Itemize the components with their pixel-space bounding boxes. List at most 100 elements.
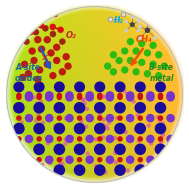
Point	[158, 119, 161, 122]
Point	[140, 61, 143, 64]
Point	[68, 96, 71, 99]
Point	[106, 127, 109, 130]
Point	[159, 127, 162, 130]
Point	[38, 94, 41, 97]
Point	[55, 59, 58, 62]
Point	[102, 95, 105, 98]
Point	[156, 116, 160, 119]
Point	[126, 169, 129, 172]
Point	[78, 85, 81, 88]
Point	[61, 70, 64, 73]
Point	[101, 123, 105, 126]
Point	[59, 28, 62, 31]
Point	[27, 94, 30, 97]
Point	[138, 25, 141, 28]
Text: CH₄: CH₄	[136, 35, 153, 44]
Point	[101, 136, 105, 139]
Point	[53, 12, 57, 15]
Point	[88, 158, 91, 161]
Point	[58, 85, 61, 88]
Point	[104, 171, 107, 174]
Point	[108, 137, 112, 140]
Point	[135, 70, 138, 73]
Point	[159, 117, 162, 120]
Point	[126, 92, 129, 95]
Point	[78, 94, 81, 97]
Point	[88, 94, 91, 97]
Point	[123, 89, 126, 92]
Point	[78, 137, 81, 140]
Point	[108, 96, 112, 99]
Point	[137, 20, 140, 23]
Point	[119, 96, 122, 99]
Point	[25, 40, 28, 43]
Point	[132, 100, 135, 103]
Point	[108, 137, 112, 140]
Point	[68, 137, 71, 140]
Point	[27, 72, 30, 75]
Point	[36, 78, 39, 81]
Point	[136, 114, 139, 117]
Point	[139, 94, 142, 97]
Point	[58, 148, 61, 151]
Point	[41, 163, 44, 166]
Point	[61, 163, 64, 166]
Point	[94, 165, 98, 168]
Point	[119, 94, 122, 97]
Point	[129, 94, 132, 97]
Point	[21, 76, 24, 79]
Point	[38, 68, 41, 71]
Point	[41, 121, 44, 124]
Point	[169, 137, 172, 140]
Point	[36, 38, 39, 41]
Point	[78, 169, 81, 172]
Point	[131, 15, 134, 19]
Point	[163, 164, 166, 167]
Point	[146, 19, 149, 22]
Point	[37, 113, 40, 116]
Point	[112, 70, 115, 73]
Point	[55, 46, 58, 49]
Point	[139, 137, 142, 140]
Point	[152, 63, 155, 66]
Point	[58, 169, 61, 172]
Text: H₂: H₂	[113, 16, 123, 25]
Point	[98, 113, 101, 116]
Point	[129, 96, 132, 99]
Point	[129, 158, 132, 161]
Point	[40, 100, 43, 103]
Point	[20, 103, 23, 106]
Point	[141, 164, 144, 167]
Point	[61, 40, 64, 43]
Point	[159, 106, 162, 109]
Point	[58, 127, 61, 130]
Point	[88, 117, 91, 120]
Point	[139, 158, 142, 161]
Point	[64, 142, 67, 145]
Point	[140, 172, 143, 175]
Point	[48, 96, 51, 99]
Point	[160, 140, 163, 143]
Text: O₂: O₂	[66, 31, 77, 40]
Point	[98, 106, 101, 109]
Point	[20, 147, 23, 150]
Point	[85, 108, 88, 111]
Point	[37, 148, 40, 151]
Point	[139, 169, 142, 172]
Point	[17, 127, 20, 130]
Point	[20, 121, 23, 124]
Point	[29, 31, 32, 34]
Point	[149, 137, 152, 140]
Point	[139, 106, 142, 109]
Point	[58, 137, 61, 140]
Point	[34, 31, 37, 34]
Point	[86, 152, 89, 155]
Point	[161, 133, 164, 136]
Point	[58, 106, 61, 109]
Point	[51, 33, 54, 36]
Point	[157, 74, 160, 77]
Point	[23, 63, 26, 66]
Point	[169, 117, 172, 120]
Point	[39, 94, 42, 97]
Point	[65, 55, 68, 58]
